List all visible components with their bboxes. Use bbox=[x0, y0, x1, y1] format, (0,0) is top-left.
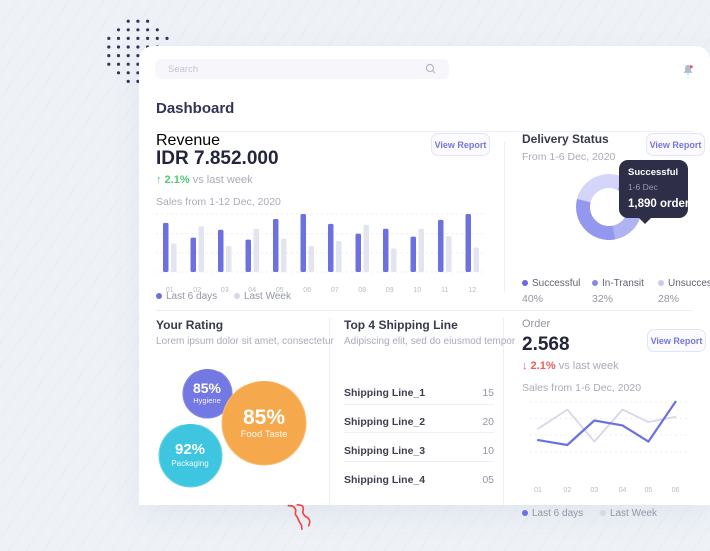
svg-text:07: 07 bbox=[331, 287, 339, 294]
svg-text:01: 01 bbox=[534, 487, 542, 494]
svg-text:05: 05 bbox=[645, 487, 653, 494]
svg-text:03: 03 bbox=[590, 487, 598, 494]
svg-text:10: 10 bbox=[413, 287, 421, 294]
svg-text:02: 02 bbox=[563, 487, 571, 494]
svg-text:04: 04 bbox=[619, 487, 627, 494]
svg-text:12: 12 bbox=[468, 287, 476, 294]
svg-text:09: 09 bbox=[386, 287, 394, 294]
svg-text:11: 11 bbox=[441, 287, 448, 294]
svg-text:08: 08 bbox=[358, 287, 366, 294]
svg-text:06: 06 bbox=[672, 487, 680, 494]
